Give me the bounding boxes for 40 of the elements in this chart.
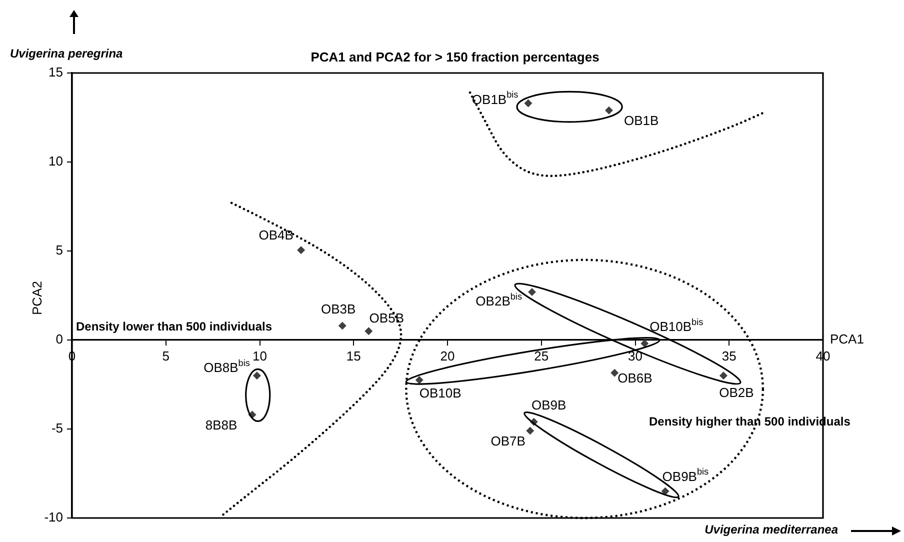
x-tick-label: 15: [346, 348, 361, 364]
annotation: OB6B: [618, 370, 652, 386]
y-axis-title: PCA2: [30, 281, 45, 315]
point: [415, 376, 424, 384]
y-tick-label: 15: [48, 64, 63, 80]
point: [252, 372, 261, 380]
y-tick-label: 10: [48, 154, 63, 169]
point: [610, 368, 619, 377]
annotation: OB3B: [321, 301, 356, 316]
x-tick-label: 5: [162, 348, 170, 364]
annotation: Density lower than 500 individuals: [76, 319, 272, 334]
annotation: 8B8B: [205, 417, 238, 432]
annotation: OB5B: [369, 310, 404, 326]
point: [338, 322, 346, 330]
point: [524, 99, 532, 108]
point: [528, 288, 536, 296]
x-tick-label: 25: [534, 348, 549, 364]
x-tick-label: 10: [252, 348, 267, 364]
annotation: OB1B: [624, 112, 659, 128]
annotation: OB2B: [719, 385, 754, 400]
point: [297, 246, 306, 254]
text: Uvigerina peregrina: [10, 46, 124, 60]
text: Uvigerina mediterranea: [704, 522, 838, 536]
chart-title: PCA1 and PCA2 for > 150 fraction percentages: [310, 50, 600, 65]
y-tick-label: -10: [44, 510, 63, 525]
annotation: OB10B: [419, 386, 462, 401]
annotation: OB7B: [490, 433, 526, 448]
annotation: OB4B: [258, 228, 294, 243]
point: [640, 340, 649, 348]
y-tick-label: 0: [56, 332, 63, 347]
y-tick-label: 5: [56, 242, 63, 258]
x-tick-label: 20: [440, 348, 455, 364]
annotation: OB9B: [532, 397, 566, 412]
point: [364, 327, 373, 336]
point: [719, 372, 728, 380]
point: [604, 106, 613, 114]
point: [526, 426, 534, 435]
y-tick-label: -5: [51, 420, 63, 436]
x-axis-title: PCA1: [830, 332, 864, 347]
x-tick-label: 35: [722, 348, 736, 364]
